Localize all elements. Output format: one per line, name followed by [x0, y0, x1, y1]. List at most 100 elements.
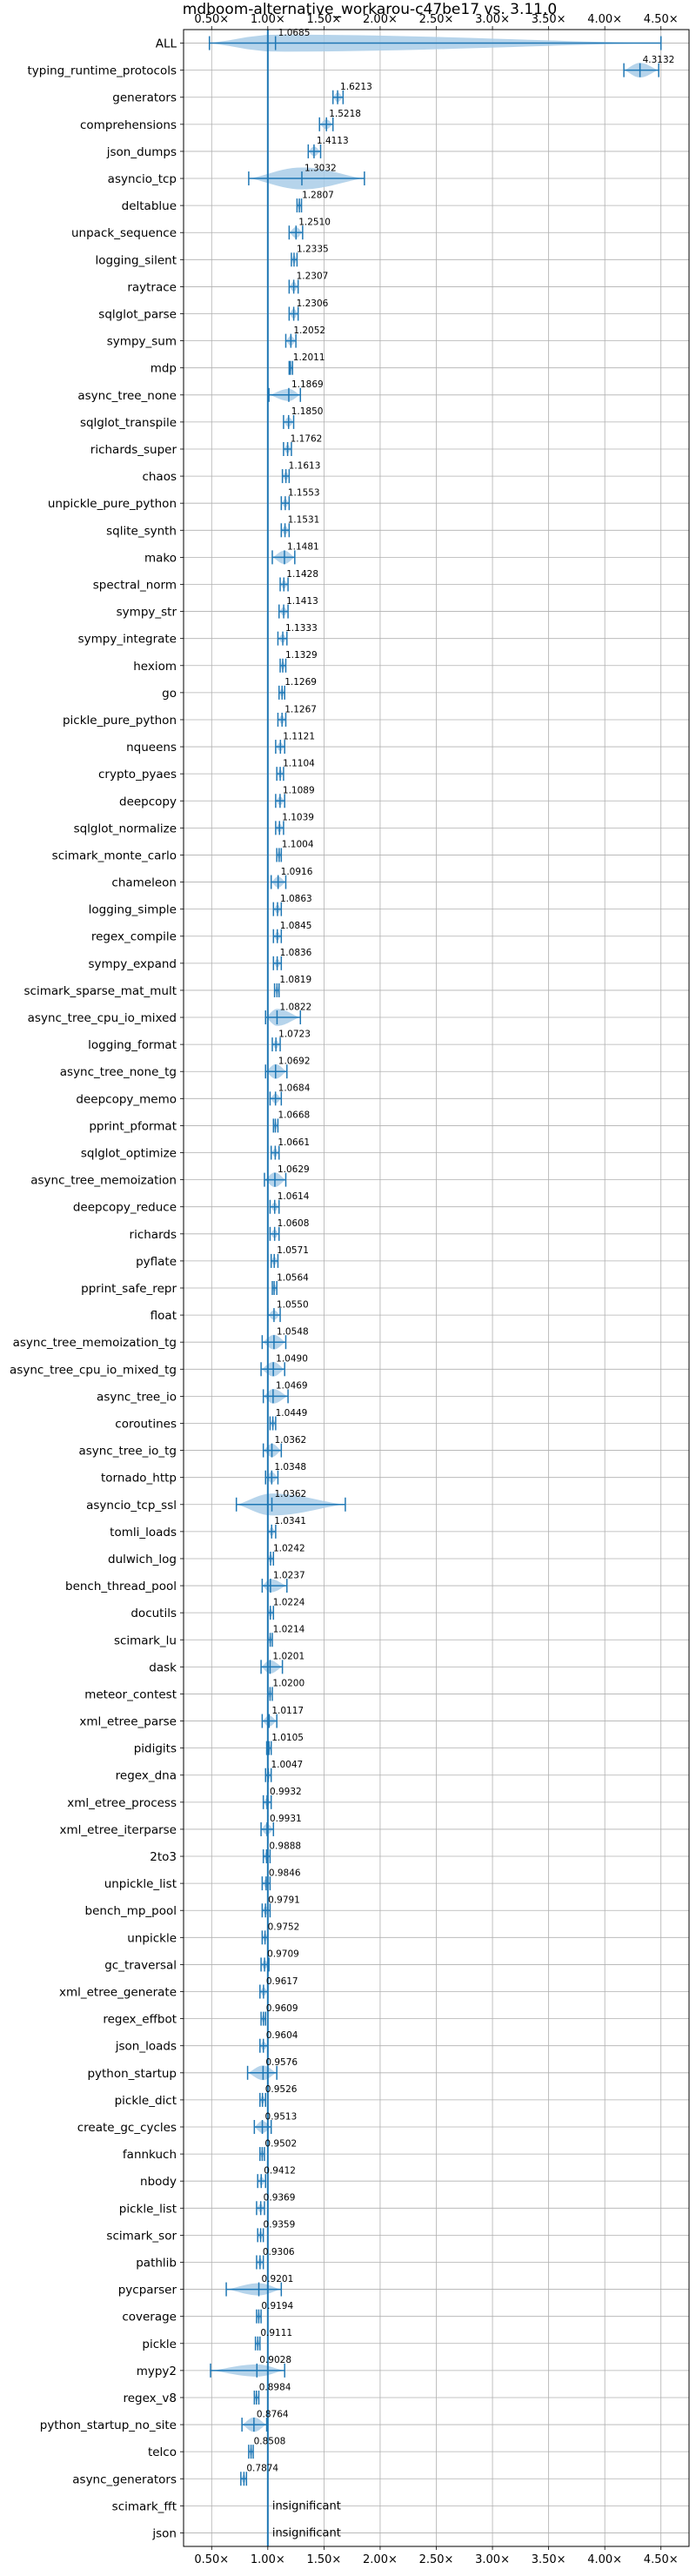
ytick-label-spectral-norm: spectral_norm	[93, 578, 177, 592]
ytick-label-pyflate: pyflate	[136, 1255, 177, 1269]
ytick-label-sqlglot-optimize: sqlglot_optimize	[81, 1147, 177, 1161]
ytick-label-chaos: chaos	[142, 470, 177, 484]
ytick-label-2to3: 2to3	[150, 1850, 177, 1864]
ytick-label-bench-mp-pool: bench_mp_pool	[85, 1904, 177, 1918]
value-label-mdp: 1.2011	[293, 352, 325, 363]
ytick-label-create-gc-cycles: create_gc_cycles	[77, 2121, 177, 2135]
value-label-crypto-pyaes: 1.1104	[283, 758, 315, 768]
xtick-label-bottom: 2.50×	[419, 2553, 454, 2566]
ytick-label-async-tree-none: async_tree_none	[77, 389, 177, 403]
value-label-scimark-sparse-mat-mult: 1.0819	[279, 975, 311, 985]
ytick-label-sqlglot-transpile: sqlglot_transpile	[80, 416, 177, 430]
value-label-sqlglot-optimize: 1.0661	[278, 1137, 310, 1148]
ytick-label-sympy-integrate: sympy_integrate	[78, 633, 177, 647]
value-label-nqueens: 1.1121	[283, 731, 315, 741]
value-label-async-tree-none-tg: 1.0692	[278, 1057, 311, 1067]
ytick-label-deepcopy: deepcopy	[119, 795, 177, 808]
value-label-python-startup: 0.9576	[265, 2057, 298, 2068]
ytick-label-unpickle-pure-python: unpickle_pure_python	[48, 497, 177, 511]
value-label-meteor-contest: 1.0200	[272, 1679, 304, 1689]
value-label-json-dumps: 1.4113	[317, 136, 349, 146]
ytick-label-dask: dask	[149, 1660, 177, 1674]
value-label-scimark-monte-carlo: 1.1004	[282, 840, 314, 850]
ytick-label-raytrace: raytrace	[127, 280, 177, 294]
xtick-label-bottom: 3.50×	[532, 2553, 566, 2566]
insignificant-label-json: insignificant	[272, 2526, 341, 2539]
value-label-telco: 0.8508	[254, 2436, 286, 2446]
ytick-label-unpickle: unpickle	[127, 1931, 177, 1945]
value-label-logging-format: 1.0723	[278, 1029, 311, 1039]
xtick-label-bottom: 1.00×	[251, 2553, 285, 2566]
ytick-label-pickle: pickle	[142, 2338, 177, 2351]
ytick-label-pprint-pformat: pprint_pformat	[89, 1119, 177, 1133]
ytick-label-sympy-str: sympy_str	[117, 606, 177, 620]
value-label-spectral-norm: 1.1428	[286, 569, 318, 580]
xtick-label-bottom: 4.00×	[587, 2553, 622, 2566]
value-label-tomli-loads: 1.0341	[274, 1516, 306, 1526]
value-label-scimark-sor: 0.9359	[264, 2220, 296, 2231]
ytick-label-pickle-pure-python: pickle_pure_python	[63, 714, 177, 728]
ytick-label-typing-runtime-protocols: typing_runtime_protocols	[28, 64, 177, 78]
ytick-label-async-tree-io: async_tree_io	[97, 1390, 177, 1404]
value-label-regex-effbot: 0.9609	[266, 2003, 298, 2014]
xtick-label-top: 1.00×	[251, 13, 285, 26]
value-label-pprint-safe-repr: 1.0564	[277, 1272, 309, 1283]
value-label-fannkuch: 0.9502	[264, 2138, 297, 2149]
value-label-richards: 1.0608	[278, 1218, 310, 1229]
xtick-label-top: 3.50×	[532, 13, 566, 26]
value-label-create-gc-cycles: 0.9513	[265, 2111, 298, 2122]
value-label-chaos: 1.1613	[289, 460, 321, 471]
ytick-label-all: ALL	[156, 37, 177, 51]
value-label-asyncio-tcp-ssl: 1.0362	[275, 1489, 307, 1499]
ytick-label-meteor-contest: meteor_contest	[84, 1687, 177, 1701]
ytick-label-logging-simple: logging_simple	[89, 903, 177, 917]
value-label-typing-runtime-protocols: 4.3132	[643, 55, 675, 65]
value-label-mypy2: 0.9028	[259, 2355, 291, 2365]
value-label-asyncio-tcp: 1.3032	[304, 163, 337, 173]
ytick-label-telco: telco	[148, 2445, 177, 2459]
value-label-gc-traversal: 0.9709	[267, 1949, 299, 1960]
value-label-xml-etree-process: 0.9932	[270, 1787, 302, 1797]
ytick-label-python-startup-no-site: python_startup_no_site	[40, 2418, 177, 2432]
ytick-label-xml-etree-generate: xml_etree_generate	[59, 1986, 177, 2000]
ytick-label-async-generators: async_generators	[72, 2472, 177, 2486]
ytick-label-scimark-monte-carlo: scimark_monte_carlo	[52, 849, 177, 862]
value-label-raytrace: 1.2307	[297, 272, 329, 282]
ytick-label-xml-etree-parse: xml_etree_parse	[79, 1715, 177, 1729]
value-label-async-tree-cpu-io-mixed: 1.0822	[279, 1002, 311, 1012]
ytick-label-coverage: coverage	[122, 2311, 177, 2324]
value-label-richards-super: 1.1762	[291, 433, 323, 444]
ytick-label-fannkuch: fannkuch	[123, 2148, 177, 2162]
value-label-hexiom: 1.1329	[285, 650, 318, 661]
ytick-label-pathlib: pathlib	[136, 2256, 177, 2270]
value-label-pprint-pformat: 1.0668	[278, 1110, 310, 1121]
ytick-label-deltablue: deltablue	[122, 199, 177, 213]
ytick-label-unpack-sequence: unpack_sequence	[71, 226, 177, 240]
ytick-label-comprehensions: comprehensions	[80, 118, 177, 132]
value-label-sqlite-synth: 1.1531	[288, 515, 320, 526]
ytick-label-async-tree-cpu-io-mixed: async_tree_cpu_io_mixed	[28, 1011, 177, 1025]
ytick-label-async-tree-cpu-io-mixed-tg: async_tree_cpu_io_mixed_tg	[10, 1363, 177, 1377]
ytick-label-json: json	[151, 2526, 177, 2540]
value-label-async-generators: 0.7874	[246, 2464, 278, 2474]
value-label-go: 1.1269	[284, 677, 317, 688]
value-label-async-tree-io: 1.0469	[276, 1381, 308, 1392]
ytick-label-float: float	[151, 1309, 177, 1323]
value-label-pickle-dict: 0.9526	[265, 2084, 298, 2095]
value-label-regex-dna: 1.0047	[271, 1760, 303, 1770]
value-label-unpack-sequence: 1.2510	[298, 218, 331, 228]
xtick-label-top: 3.00×	[475, 13, 510, 26]
xtick-label-top: 1.50×	[306, 13, 341, 26]
ytick-label-pprint-safe-repr: pprint_safe_repr	[81, 1282, 177, 1296]
ytick-label-async-tree-memoization-tg: async_tree_memoization_tg	[13, 1336, 177, 1350]
ytick-label-coroutines: coroutines	[115, 1417, 177, 1431]
insignificant-label-scimark-fft: insignificant	[272, 2499, 341, 2512]
ytick-label-tomli-loads: tomli_loads	[110, 1526, 177, 1540]
value-label-python-startup-no-site: 0.8764	[257, 2409, 289, 2419]
ytick-label-logging-silent: logging_silent	[96, 253, 177, 267]
ytick-label-go: go	[162, 687, 177, 701]
ytick-label-gc-traversal: gc_traversal	[104, 1958, 177, 1972]
value-label-all: 1.0685	[278, 28, 311, 38]
ytick-label-regex-compile: regex_compile	[91, 930, 177, 944]
